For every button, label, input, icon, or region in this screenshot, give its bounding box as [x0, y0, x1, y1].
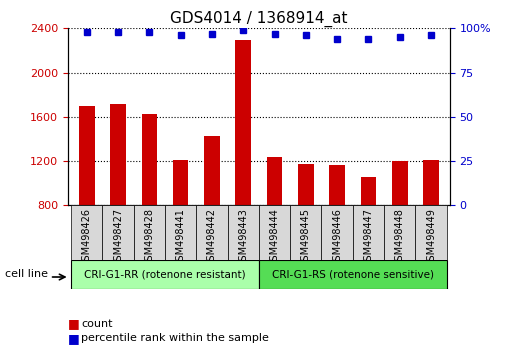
- Text: GSM498445: GSM498445: [301, 208, 311, 267]
- Text: GSM498448: GSM498448: [395, 208, 405, 267]
- Text: GSM498447: GSM498447: [363, 208, 373, 267]
- Bar: [415, 205, 447, 260]
- Text: GSM498449: GSM498449: [426, 208, 436, 267]
- Text: GSM498441: GSM498441: [176, 208, 186, 267]
- Title: GDS4014 / 1368914_at: GDS4014 / 1368914_at: [170, 11, 348, 27]
- Bar: [196, 205, 228, 260]
- Bar: [392, 160, 407, 205]
- Text: count: count: [81, 319, 112, 329]
- Bar: [142, 114, 157, 205]
- Text: cell line: cell line: [5, 269, 48, 279]
- Bar: [204, 136, 220, 205]
- Bar: [267, 156, 282, 205]
- Bar: [384, 205, 415, 260]
- Bar: [298, 164, 314, 205]
- Bar: [360, 177, 376, 205]
- Bar: [173, 160, 188, 205]
- Bar: [103, 205, 134, 260]
- Text: GSM498444: GSM498444: [269, 208, 279, 267]
- Bar: [290, 205, 322, 260]
- Bar: [228, 205, 259, 260]
- Bar: [134, 205, 165, 260]
- Text: GSM498426: GSM498426: [82, 208, 92, 267]
- Text: GSM498443: GSM498443: [238, 208, 248, 267]
- Text: CRI-G1-RR (rotenone resistant): CRI-G1-RR (rotenone resistant): [84, 269, 246, 279]
- Bar: [329, 166, 345, 205]
- Bar: [353, 205, 384, 260]
- Bar: [165, 205, 196, 260]
- Text: ■: ■: [68, 318, 79, 330]
- Text: GSM498427: GSM498427: [113, 208, 123, 267]
- Bar: [423, 160, 439, 205]
- Bar: [235, 40, 251, 205]
- Bar: [110, 104, 126, 205]
- Bar: [71, 205, 103, 260]
- Text: GSM498428: GSM498428: [144, 208, 154, 267]
- Text: CRI-G1-RS (rotenone sensitive): CRI-G1-RS (rotenone sensitive): [272, 269, 434, 279]
- Bar: [259, 260, 447, 289]
- Text: percentile rank within the sample: percentile rank within the sample: [81, 333, 269, 343]
- Bar: [259, 205, 290, 260]
- Text: GSM498442: GSM498442: [207, 208, 217, 267]
- Bar: [79, 106, 95, 205]
- Text: ■: ■: [68, 332, 79, 344]
- Text: GSM498446: GSM498446: [332, 208, 342, 267]
- Bar: [322, 205, 353, 260]
- Bar: [71, 260, 259, 289]
